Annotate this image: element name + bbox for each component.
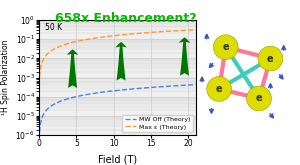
Text: 658x Enhancement?: 658x Enhancement? <box>55 12 197 25</box>
MW Off (Theory) <box>191 84 194 86</box>
MW Off (Theory) <box>104 91 108 93</box>
Max ε (Theory) <box>191 29 194 31</box>
Max ε (Theory) <box>37 98 41 100</box>
Max ε (Theory) <box>194 29 197 31</box>
MW Off (Theory) <box>97 92 101 94</box>
Circle shape <box>258 46 283 71</box>
Y-axis label: ¹H Spin Polarization: ¹H Spin Polarization <box>1 40 10 115</box>
Circle shape <box>207 77 232 101</box>
Legend: MW Off (Theory), Max ε (Theory): MW Off (Theory), Max ε (Theory) <box>122 115 193 132</box>
Line: Max ε (Theory): Max ε (Theory) <box>39 30 196 99</box>
Text: e: e <box>267 54 274 64</box>
Max ε (Theory) <box>64 43 68 45</box>
X-axis label: Field (T): Field (T) <box>98 154 137 164</box>
Max ε (Theory) <box>55 47 59 49</box>
MW Off (Theory) <box>37 153 41 155</box>
MW Off (Theory) <box>64 98 68 100</box>
Text: 50 K: 50 K <box>45 23 62 32</box>
Max ε (Theory) <box>104 36 108 38</box>
MW Off (Theory) <box>55 102 59 104</box>
Text: e: e <box>216 84 222 94</box>
MW Off (Theory) <box>194 84 197 86</box>
Max ε (Theory) <box>174 30 178 32</box>
Max ε (Theory) <box>97 36 101 38</box>
Text: e: e <box>256 93 262 103</box>
Text: e: e <box>222 42 229 52</box>
Circle shape <box>213 35 238 60</box>
Circle shape <box>247 86 272 111</box>
MW Off (Theory) <box>174 85 178 87</box>
Line: MW Off (Theory): MW Off (Theory) <box>39 85 196 154</box>
